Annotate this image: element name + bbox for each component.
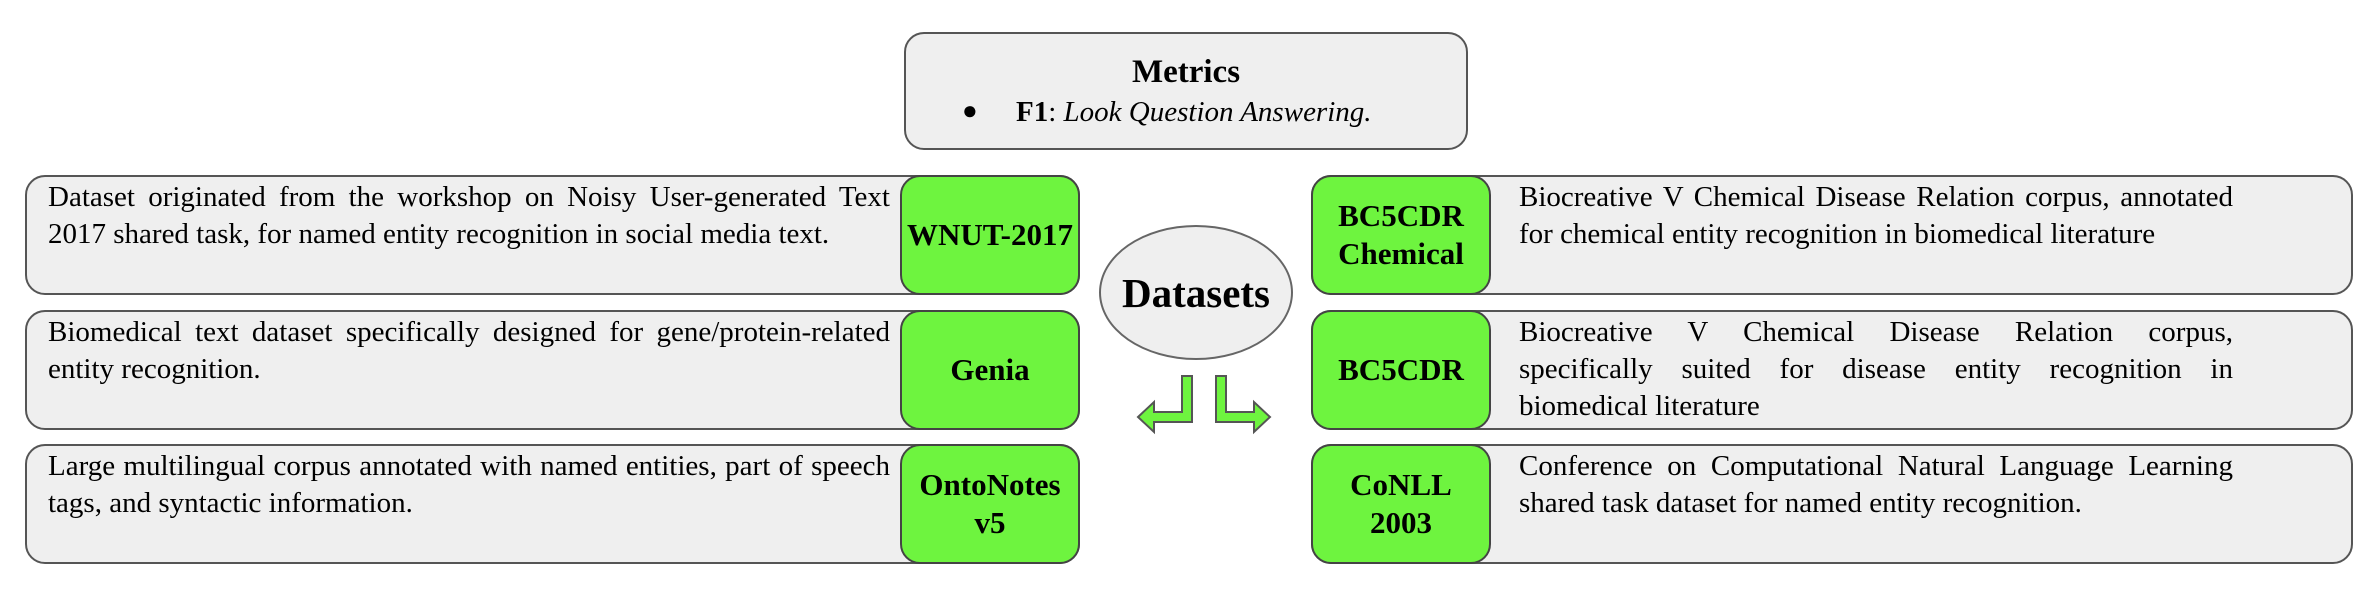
- dataset-tag-line: v5: [974, 505, 1006, 540]
- dataset-description: Conference on Computational Natural Lang…: [1519, 450, 2233, 519]
- datasets-center-node: Datasets: [1099, 225, 1293, 360]
- dataset-tag-line: Genia: [950, 352, 1030, 387]
- metrics-title: Metrics: [1131, 54, 1241, 90]
- bullet-icon: ●: [962, 96, 978, 125]
- dataset-tag-line: 2003: [1369, 505, 1432, 540]
- dataset-tag-ontonotes: OntoNotes v5: [900, 444, 1080, 564]
- metrics-item-text: Look Question Answering.: [1063, 96, 1372, 128]
- arrow-left-icon: [1136, 375, 1193, 435]
- dataset-tag-line: Chemical: [1338, 236, 1464, 271]
- dataset-tag-wnut2017: WNUT-2017: [900, 175, 1080, 295]
- dataset-tag-line: CoNLL: [1350, 467, 1452, 502]
- dataset-tag-bc5cdr: BC5CDR: [1311, 310, 1491, 430]
- arrow-right-icon: [1215, 375, 1272, 435]
- dataset-description: Biomedical text dataset specifically des…: [48, 316, 890, 385]
- dataset-tag-line: WNUT-2017: [907, 217, 1073, 252]
- metrics-box: Metrics ● F1: Look Question Answering.: [904, 32, 1468, 150]
- dataset-description: Dataset originated from the workshop on …: [48, 181, 890, 250]
- dataset-tag-bc5cdr-chemical: BC5CDR Chemical: [1311, 175, 1491, 295]
- bent-arrow-icon: [1136, 375, 1272, 435]
- metrics-item-label: F1: [1016, 96, 1049, 128]
- dataset-tag-line: BC5CDR: [1338, 352, 1464, 387]
- metrics-item-separator: :: [1048, 96, 1064, 128]
- dataset-tag-genia: Genia: [900, 310, 1080, 430]
- dataset-tag-conll2003: CoNLL 2003: [1311, 444, 1491, 564]
- dataset-tag-line: BC5CDR: [1338, 198, 1464, 233]
- dataset-description: Biocreative V Chemical Disease Relation …: [1519, 316, 2233, 422]
- dataset-description: Large multilingual corpus annotated with…: [48, 450, 890, 519]
- metrics-item: ● F1: Look Question Answering.: [962, 96, 1372, 129]
- dataset-description: Biocreative V Chemical Disease Relation …: [1519, 181, 2233, 250]
- datasets-center-label: Datasets: [1121, 269, 1271, 316]
- dataset-tag-line: OntoNotes: [919, 467, 1061, 502]
